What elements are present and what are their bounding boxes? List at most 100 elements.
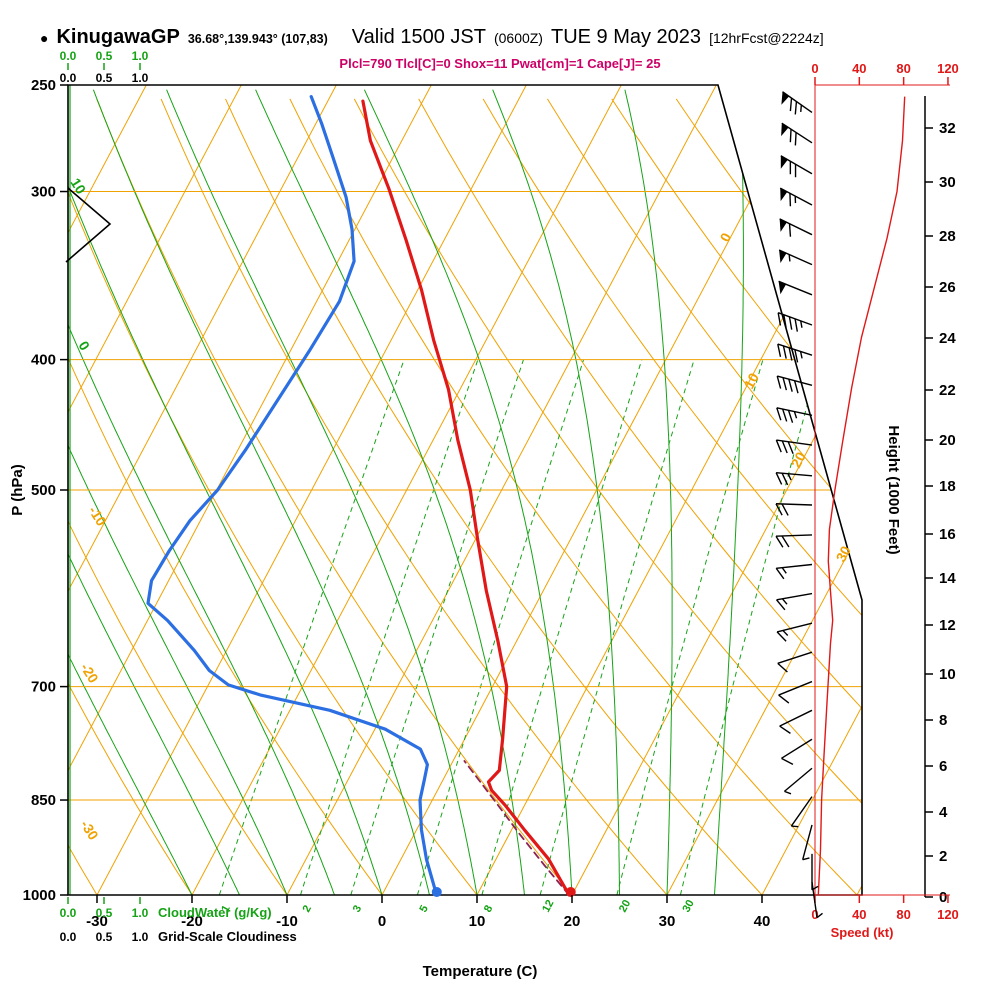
background-grid: [0, 85, 862, 895]
sounding-indices: Plcl=790 Tlcl[C]=0 Shox=11 Pwat[cm]=1 Ca…: [339, 56, 661, 71]
wind-barb: [779, 187, 813, 207]
svg-text:0: 0: [939, 889, 947, 906]
svg-text:20: 20: [939, 432, 956, 449]
svg-text:10: 10: [741, 370, 763, 391]
svg-text:0.5: 0.5: [96, 906, 113, 920]
svg-text:32: 32: [939, 120, 956, 137]
dry-adiabat-line: [482, 98, 862, 895]
temperature-curve: [361, 99, 571, 897]
svg-text:120: 120: [937, 61, 959, 76]
moist-adiabat-line: [68, 89, 335, 895]
svg-text:8: 8: [482, 903, 495, 914]
title-row: ● KinugawaGP 36.68°,139.943° (107,83) Va…: [40, 26, 824, 49]
mixing-ratio-line: [350, 359, 524, 895]
plot-border: [67, 84, 863, 896]
wind-barb: [779, 218, 813, 237]
svg-text:2: 2: [301, 903, 314, 914]
isotherm-line: [666, 85, 862, 895]
svg-text:0.5: 0.5: [96, 930, 113, 944]
svg-text:-30: -30: [77, 817, 101, 843]
wind-barb: [775, 439, 813, 455]
cloud-scales: 0.0 0.0 0.0 0.0 0.5 0.5 0.5 0.5 1.0 1.0 1.0 1.0 Clou…: [60, 49, 297, 944]
wind-barb: [776, 622, 813, 642]
moist-adiabat-line: [68, 89, 193, 895]
svg-text:10: 10: [939, 666, 956, 683]
svg-text:30: 30: [680, 898, 696, 914]
station-bullet-icon: ●: [40, 30, 49, 46]
dry-adiabat-line: [0, 99, 2, 895]
isotherm-line: [856, 85, 862, 895]
wind-barb: [780, 155, 813, 178]
svg-text:16: 16: [939, 526, 956, 543]
svg-text:1.0: 1.0: [132, 49, 149, 63]
dry-adiabat-line: [546, 98, 862, 895]
wind-barb: [790, 796, 813, 828]
svg-text:40: 40: [852, 61, 866, 76]
svg-text:1.0: 1.0: [132, 930, 149, 944]
svg-text:0: 0: [75, 338, 93, 353]
svg-text:-20: -20: [181, 913, 203, 930]
mixing-ratio-line: [300, 359, 479, 895]
wind-barbs: [775, 91, 823, 919]
station-name: KinugawaGP: [56, 26, 180, 48]
wind-barb: [779, 709, 813, 734]
wind-barb: [776, 375, 813, 394]
svg-text:20: 20: [564, 913, 581, 930]
dry-adiabat-line: [740, 98, 862, 895]
wind-barb: [778, 280, 813, 296]
mixing-ratio-line: [616, 359, 764, 895]
svg-text:0: 0: [717, 230, 735, 245]
svg-text:8: 8: [939, 712, 947, 729]
isotherm-line: [68, 85, 147, 895]
valid-zulu: (0600Z): [493, 30, 543, 46]
svg-text:26: 26: [939, 279, 956, 296]
dry-adiabat-line: [68, 98, 288, 895]
moist-adiabat-line: [492, 89, 620, 895]
wind-barb: [778, 249, 813, 266]
wind-barb: [781, 91, 813, 115]
svg-text:30: 30: [659, 913, 676, 930]
svg-text:-20: -20: [77, 660, 101, 686]
parcel-curve: [463, 760, 570, 896]
wind-barb: [802, 824, 813, 861]
wind-barb: [775, 503, 813, 516]
wind-barb: [777, 312, 813, 332]
wind-barb: [777, 651, 813, 673]
isotherm-line: [761, 85, 862, 895]
wind-barb: [777, 343, 813, 363]
station-coords: 36.68°,139.943° (107,83): [187, 32, 328, 46]
dry-adiabat-line: [96, 98, 573, 895]
svg-text:6: 6: [939, 758, 947, 775]
dry-adiabat-line: [418, 98, 862, 895]
svg-text:4: 4: [939, 804, 948, 821]
svg-text:300: 300: [31, 184, 56, 201]
svg-text:CloudWater (g/Kg): CloudWater (g/Kg): [158, 905, 272, 920]
svg-text:10: 10: [469, 913, 486, 930]
wind-barb: [775, 471, 813, 486]
svg-text:0: 0: [811, 61, 818, 76]
svg-text:0.0: 0.0: [60, 930, 77, 944]
dewpoint-curve: [146, 94, 438, 895]
notch-marker: [65, 187, 112, 263]
dry-adiabat-line: [160, 98, 668, 895]
dry-adiabat-line: [675, 98, 862, 895]
svg-text:250: 250: [31, 77, 56, 94]
svg-text:Height (1000 Feet): Height (1000 Feet): [885, 425, 902, 554]
dry-adiabat-line: [68, 98, 383, 895]
svg-text:-10: -10: [276, 913, 298, 930]
dry-adiabat-line: [68, 98, 193, 895]
moist-adiabat-line: [68, 89, 288, 895]
svg-text:40: 40: [754, 913, 771, 930]
svg-text:20: 20: [617, 898, 633, 914]
svg-text:0: 0: [811, 907, 818, 922]
svg-text:P (hPa): P (hPa): [9, 464, 26, 515]
dry-adiabat-line: [611, 98, 862, 895]
wind-barb: [776, 592, 813, 611]
valid-date: TUE 9 May 2023: [550, 26, 702, 48]
svg-text:10: 10: [67, 175, 89, 197]
svg-text:0.0: 0.0: [60, 906, 77, 920]
wind-barb: [781, 738, 813, 766]
svg-text:Temperature (C): Temperature (C): [423, 963, 538, 980]
